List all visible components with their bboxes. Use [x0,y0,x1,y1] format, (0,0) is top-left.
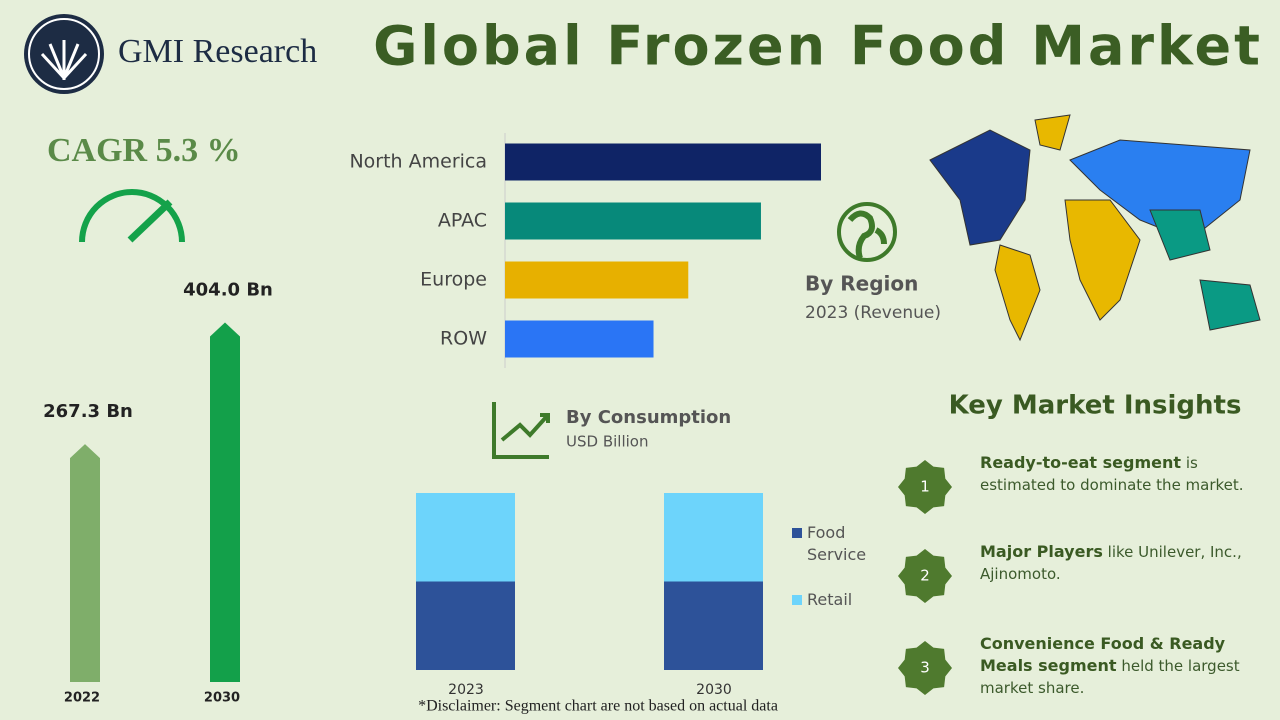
segment [416,493,515,582]
region-bar [505,320,654,358]
region-label: APAC [438,210,487,232]
region-label: Europe [420,269,487,291]
size-arrow [210,322,240,682]
legend-label: Retail [807,590,853,609]
legend-label: Food Service [807,523,867,564]
consumption-subtitle: USD Billion [566,433,648,451]
region-label: ROW [440,328,487,350]
globe-land [847,210,887,259]
insights-title: Key Market Insights [949,391,1242,421]
insight-badge [898,549,952,603]
region-bar [505,202,761,240]
legend-swatch [792,595,802,605]
world-map [929,114,1261,342]
insight-bold: Ready-to-eat segment [980,453,1182,472]
insight-number: 2 [920,567,930,585]
cagr: CAGR 5.3 % [47,132,241,169]
insight-number: 1 [920,478,930,496]
region-label: North America [349,151,487,173]
consumption-title: By Consumption [566,407,731,428]
globe-icon [837,202,897,262]
insight-badge [898,641,952,695]
value-label: 267.3 Bn [43,401,133,422]
insight-number: 3 [920,659,930,677]
insight-body: held the largest market share. [980,657,1240,697]
region-bar [505,261,689,299]
year-label: 2030 [696,682,732,698]
legend-swatch [792,528,802,538]
segment [416,581,515,670]
title: Global Frozen Food Market [373,15,1263,78]
gauge-icon [79,189,185,243]
year-label: 2030 [204,691,240,706]
insight-body: like Unilever, Inc., Ajinomoto. [980,543,1242,583]
insight-badge [898,460,952,514]
logo-fan [40,40,88,80]
disclaimer: *Disclaimer: Segment chart are not based… [418,698,778,715]
value-label: 404.0 Bn [183,279,273,300]
chart-icon [492,402,550,459]
insight-text: Ready-to-eat segment is estimated to dom… [980,452,1250,496]
insight-bold: Major Players [980,542,1103,561]
insight-bold: Convenience Food & Ready Meals segment [980,634,1226,675]
region-subtitle: 2023 (Revenue) [805,303,941,323]
logo-ring [28,18,100,90]
segment [664,581,763,670]
region-bar [505,143,821,181]
insight-text: Convenience Food & Ready Meals segment h… [980,633,1250,699]
logo-text: GMI Research [118,33,317,70]
year-label: 2022 [64,691,100,706]
insight-body: is estimated to dominate the market. [980,454,1244,494]
segment [664,493,763,582]
region-title: By Region [805,272,918,296]
insight-text: Major Players like Unilever, Inc., Ajino… [980,541,1250,585]
year-label: 2023 [448,682,484,698]
size-arrow [70,444,100,682]
